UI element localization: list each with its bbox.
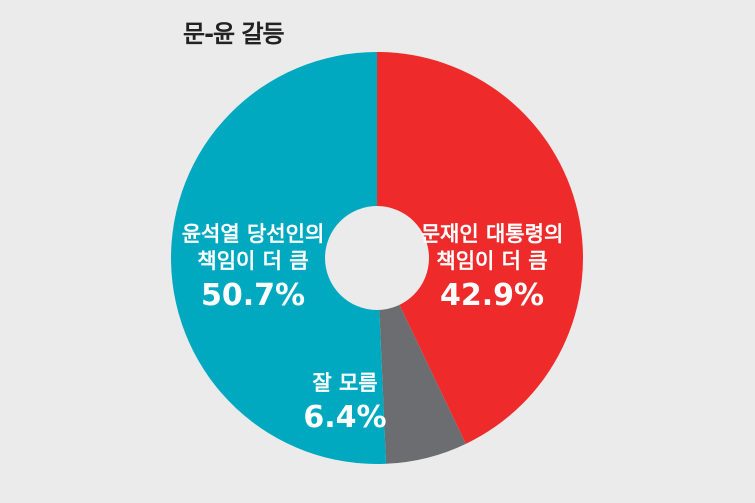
pie-slice-unknown (377, 258, 466, 464)
slice-label-unknown-line-1: 잘 모름 (312, 371, 377, 395)
slice-value-yoon: 50.7% (201, 278, 305, 313)
pie-slice-yoon (170, 52, 387, 465)
pie-slice-moon (377, 52, 584, 444)
donut-hole (325, 206, 429, 310)
slice-label-yoon-line-1: 윤석열 당선인의 (182, 222, 325, 246)
slice-value-moon: 42.9% (440, 278, 544, 313)
chart-title: 문-윤 갈등 (183, 20, 285, 48)
slice-value-unknown: 6.4% (303, 400, 386, 435)
slice-label-moon-line-1: 문재인 대통령의 (421, 222, 564, 246)
slice-label-yoon-line-2: 책임이 더 큼 (197, 249, 308, 273)
slice-label-moon-line-2: 책임이 더 큼 (436, 249, 547, 273)
